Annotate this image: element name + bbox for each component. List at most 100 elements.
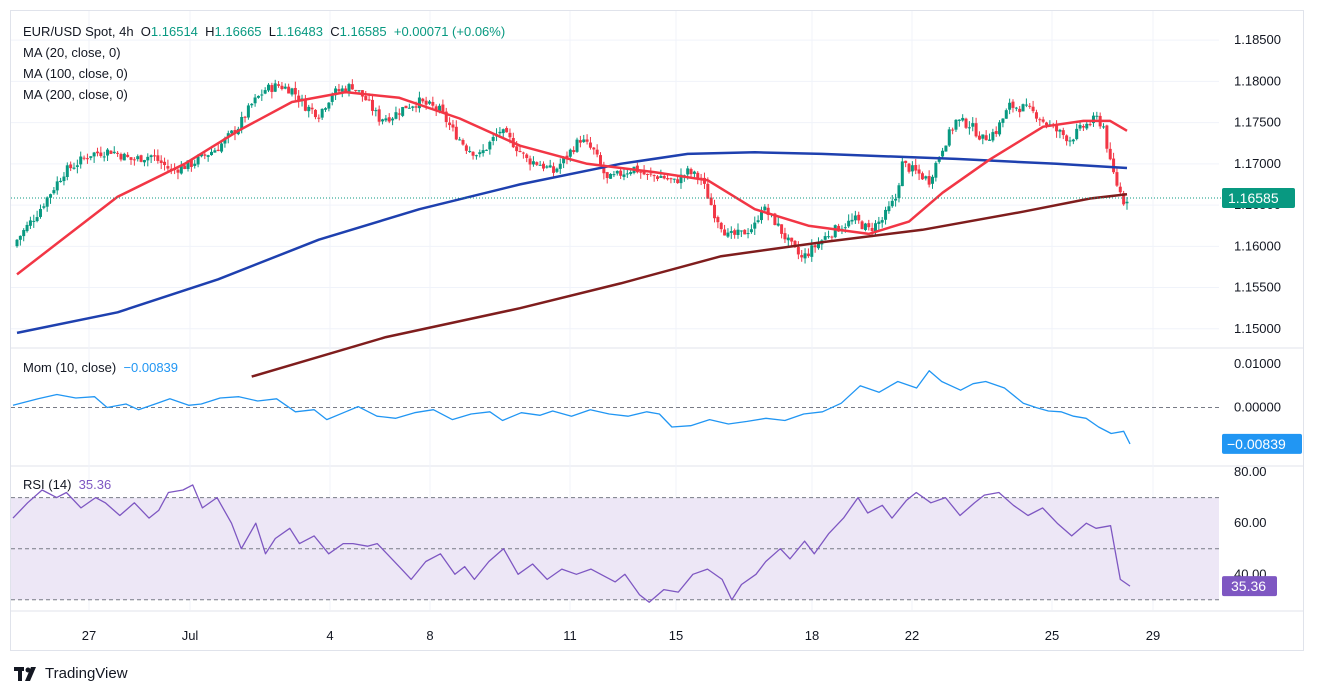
- candle-body: [481, 150, 485, 154]
- candle-body: [582, 139, 586, 143]
- close-value: 1.16585: [339, 24, 387, 39]
- candle-body: [1122, 193, 1126, 205]
- candle-body: [548, 165, 552, 168]
- candle-body: [213, 150, 217, 153]
- candle-body: [957, 119, 961, 121]
- candle-body: [1045, 122, 1049, 126]
- candle-body: [176, 169, 180, 173]
- candle-body: [920, 173, 924, 180]
- candle-body: [424, 100, 428, 105]
- candle-body: [827, 236, 831, 238]
- candle-body: [404, 105, 408, 109]
- candle-body: [347, 84, 351, 92]
- candle-body: [954, 119, 958, 130]
- candle-body: [622, 174, 626, 177]
- rsi-legend[interactable]: RSI (14) 35.36: [23, 477, 111, 493]
- rsi-value-tag-label: 35.36: [1231, 578, 1266, 594]
- candle-body: [401, 107, 405, 116]
- candle-body: [1095, 115, 1099, 117]
- candle-body: [508, 132, 512, 138]
- tradingview-logo[interactable]: TradingView: [14, 665, 128, 682]
- candle-body: [723, 229, 727, 236]
- candle-body: [1008, 102, 1012, 110]
- candle-body: [391, 118, 395, 121]
- price-tick-label: 1.17000: [1234, 156, 1281, 171]
- candle-body: [243, 116, 247, 118]
- candle-body: [464, 145, 468, 151]
- candle-body: [89, 156, 93, 158]
- candle-body: [930, 176, 934, 184]
- candle-body: [696, 172, 700, 179]
- candle-body: [203, 154, 207, 156]
- candle-body: [870, 227, 874, 231]
- mom-tick-label: 0.01000: [1234, 356, 1281, 371]
- candle-body: [62, 176, 66, 182]
- mom-label: Mom (10, close): [23, 360, 117, 375]
- candle-body: [877, 221, 881, 224]
- candle-body: [1125, 201, 1129, 204]
- candle-body: [1011, 101, 1015, 108]
- candle-body: [136, 156, 140, 160]
- candle-body: [189, 159, 193, 167]
- candle-body: [994, 131, 998, 134]
- price-tick-label: 1.15500: [1234, 280, 1281, 295]
- candle-body: [119, 154, 123, 160]
- candle-body: [498, 131, 502, 134]
- candle-body: [535, 162, 539, 165]
- candle-body: [890, 200, 894, 207]
- time-tick-label: 11: [563, 628, 577, 643]
- candle-body: [615, 170, 619, 174]
- candle-body: [223, 138, 227, 144]
- candle-body: [1061, 130, 1065, 136]
- candle-body: [15, 239, 19, 247]
- price-tick-label: 1.17500: [1234, 115, 1281, 130]
- candle-body: [823, 236, 827, 240]
- candle-body: [562, 156, 566, 164]
- candle-body: [733, 230, 737, 235]
- candle-body: [783, 233, 787, 240]
- rsi-label: RSI (14): [23, 477, 72, 492]
- price-tick-label: 1.18500: [1234, 32, 1281, 47]
- candle-body: [253, 97, 257, 104]
- candle-body: [267, 84, 271, 91]
- candle-body: [816, 243, 820, 249]
- candle-body: [897, 185, 901, 199]
- candle-body: [1014, 107, 1018, 109]
- candle-body: [518, 151, 522, 153]
- candle-body: [977, 135, 981, 140]
- rsi-tick-label: 60.00: [1234, 515, 1267, 530]
- candle-body: [438, 105, 442, 112]
- candle-body: [142, 160, 146, 163]
- candle-body: [776, 223, 780, 226]
- mom-legend[interactable]: Mom (10, close) −0.00839: [23, 360, 178, 376]
- candle-body: [340, 88, 344, 92]
- open-label: O: [140, 24, 151, 39]
- candle-body: [592, 147, 596, 150]
- candle-body: [1065, 135, 1069, 142]
- candle-body: [578, 140, 582, 143]
- time-tick-label: 4: [326, 628, 333, 643]
- candle-body: [377, 109, 381, 122]
- candle-body: [843, 227, 847, 229]
- candle-body: [1085, 123, 1089, 129]
- ma100-legend[interactable]: MA (100, close, 0): [23, 66, 128, 81]
- candle-body: [786, 237, 790, 241]
- candle-body: [230, 130, 234, 134]
- candle-body: [964, 118, 968, 128]
- candle-body: [803, 253, 807, 259]
- time-tick-label: 29: [1146, 628, 1160, 643]
- candle-body: [1001, 118, 1005, 123]
- candle-body: [28, 220, 32, 226]
- candle-body: [1105, 125, 1109, 149]
- ma200-legend[interactable]: MA (200, close, 0): [23, 87, 128, 102]
- ma20-legend[interactable]: MA (20, close, 0): [23, 45, 121, 60]
- candle-body: [324, 108, 328, 110]
- candle-body: [18, 235, 22, 240]
- candle-body: [572, 150, 576, 153]
- candle-body: [431, 101, 435, 106]
- candle-body: [1118, 186, 1122, 193]
- candle-body: [186, 160, 190, 169]
- candle-body: [106, 149, 110, 156]
- candle-body: [95, 151, 99, 154]
